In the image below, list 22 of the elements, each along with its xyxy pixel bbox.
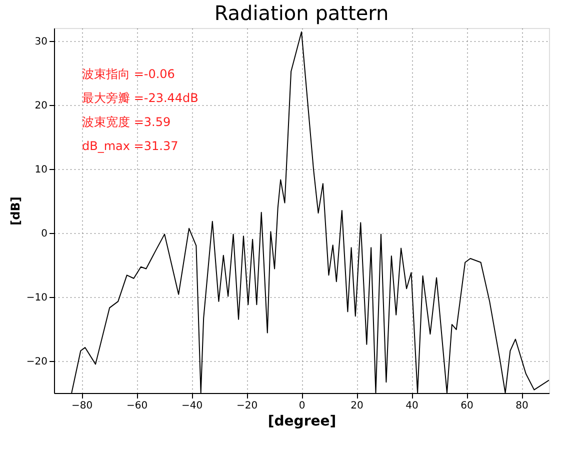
y-tick-label: 10 bbox=[34, 164, 48, 176]
x-tick-label: 60 bbox=[460, 400, 474, 412]
y-tick-label: 30 bbox=[34, 36, 48, 48]
x-tick-label: 40 bbox=[406, 400, 418, 412]
annotation: 波束宽度 =3.59 bbox=[82, 115, 171, 129]
y-tick-label: −20 bbox=[26, 356, 48, 368]
x-tick-label: −80 bbox=[71, 400, 93, 412]
x-tick-label: 20 bbox=[350, 400, 364, 412]
annotation: 波束指向 =-0.06 bbox=[82, 67, 175, 81]
y-tick-label: 20 bbox=[34, 100, 48, 112]
x-tick-label: 0 bbox=[298, 400, 306, 412]
annotation: 最大旁瓣 =-23.44dB bbox=[82, 91, 198, 105]
annotation: dB_max =31.37 bbox=[82, 139, 178, 153]
y-axis-title: [dB] bbox=[8, 196, 22, 226]
x-tick-label: −40 bbox=[181, 400, 203, 412]
chart-title: Radiation pattern bbox=[214, 1, 389, 25]
x-axis-title: [degree] bbox=[268, 414, 336, 430]
x-tick-label: −60 bbox=[126, 400, 148, 412]
y-tick-label: 0 bbox=[41, 228, 48, 240]
x-tick-label: 80 bbox=[516, 400, 528, 412]
y-tick-label: −10 bbox=[26, 292, 48, 304]
x-tick-label: −20 bbox=[236, 400, 258, 412]
